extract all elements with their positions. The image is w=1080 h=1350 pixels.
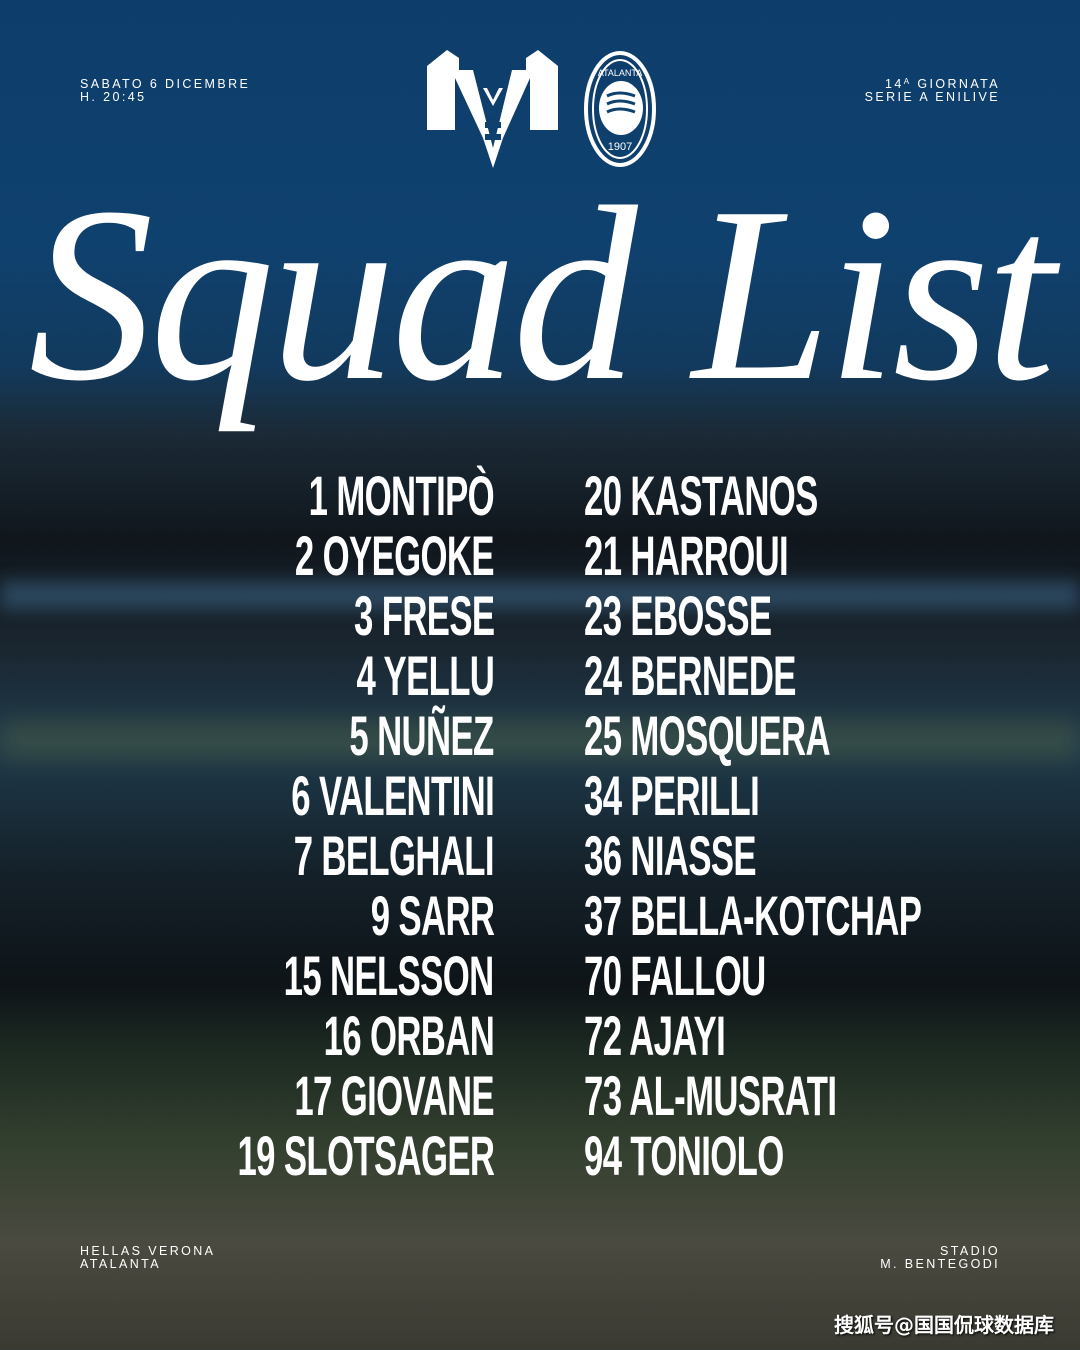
player-row: 72 AJAYI (584, 1004, 726, 1067)
league-name: SERIE A ENILIVE (864, 90, 1000, 104)
player-row: 6 VALENTINI (291, 764, 494, 827)
player-row: 36 NIASSE (584, 824, 757, 887)
match-time: H. 20:45 (80, 90, 147, 104)
player-row: 21 HARROUI (584, 524, 789, 587)
player-row: 4 YELLU (356, 644, 494, 707)
player-row: 70 FALLOU (584, 944, 766, 1007)
player-row: 3 FRESE (353, 584, 495, 647)
atalanta-logo: ATALANTA 1907 (584, 51, 656, 167)
player-row: 73 AL-MUSRATI (584, 1064, 837, 1127)
hellas-verona-logo (427, 50, 558, 168)
player-row: 19 SLOTSAGER (237, 1124, 495, 1187)
background-stand-light (0, 720, 1080, 760)
home-team: HELLAS VERONA (80, 1244, 216, 1258)
player-row: 25 MOSQUERA (584, 704, 831, 767)
player-row: 23 EBOSSE (584, 584, 772, 647)
player-row: 7 BELGHALI (293, 824, 495, 887)
squad-list-left: 1 MONTIPÒ 2 OYEGOKE 3 FRESE 4 YELLU 5 NU… (80, 464, 495, 1190)
player-row: 20 KASTANOS (584, 464, 818, 527)
team-logos: ATALANTA 1907 (425, 48, 665, 178)
player-row: 37 BELLA-KOTCHAP (584, 884, 922, 947)
player-row: 1 MONTIPÒ (308, 464, 495, 527)
away-team: ATALANTA (80, 1257, 162, 1271)
player-row: 2 OYEGOKE (295, 524, 495, 587)
player-row: 34 PERILLI (584, 764, 760, 827)
player-row: 16 ORBAN (323, 1004, 494, 1067)
player-row: 24 BERNEDE (584, 644, 796, 707)
match-round: 14A GIORNATA (885, 77, 1000, 91)
match-teams: HELLAS VERONA ATALANTA (80, 1245, 215, 1271)
match-datetime: SABATO 6 DICEMBRE H. 20:45 (80, 78, 250, 104)
player-row: 94 TONIOLO (584, 1124, 784, 1187)
svg-text:1907: 1907 (608, 141, 632, 153)
stadium-label: STADIO (939, 1244, 1000, 1258)
svg-text:ATALANTA: ATALANTA (598, 68, 643, 78)
squad-list-right: 20 KASTANOS 21 HARROUI 23 EBOSSE 24 BERN… (584, 464, 1080, 1190)
match-competition: 14A GIORNATA SERIE A ENILIVE (865, 78, 1000, 104)
background-stand-light (0, 580, 1080, 610)
match-date: SABATO 6 DICEMBRE (80, 77, 251, 91)
player-row: 5 NUÑEZ (349, 704, 495, 767)
stadium-name: M. BENTEGODI (880, 1257, 1000, 1271)
player-row: 17 GIOVANE (294, 1064, 494, 1127)
player-row: 9 SARR (370, 884, 494, 947)
match-venue: STADIO M. BENTEGODI (880, 1245, 1000, 1271)
watermark: 搜狐号@国国侃球数据库 (834, 1313, 1054, 1337)
player-row: 15 NELSSON (284, 944, 495, 1007)
page-title: Squad List (28, 156, 1056, 433)
